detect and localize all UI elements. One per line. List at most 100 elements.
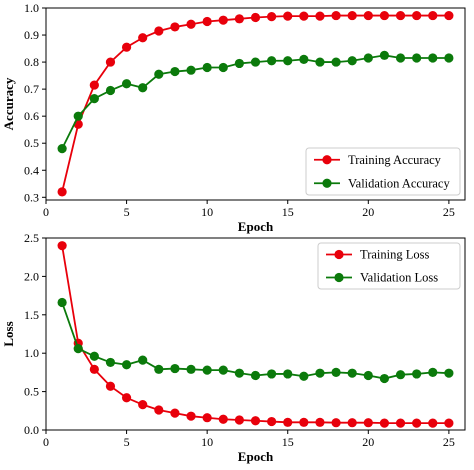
validation-accuracy-point bbox=[89, 93, 99, 104]
loss-y-tick-label: 1.5 bbox=[24, 308, 39, 322]
acc-x-tick-label: 25 bbox=[443, 205, 455, 219]
training-accuracy-point bbox=[121, 42, 132, 52]
training-accuracy-point bbox=[299, 11, 309, 21]
acc-x-axis-label: Epoch bbox=[238, 219, 274, 234]
training-accuracy-point bbox=[331, 10, 341, 21]
acc-x-tick-label: 10 bbox=[201, 205, 213, 219]
training-accuracy-point bbox=[412, 10, 422, 21]
validation-accuracy-point bbox=[283, 56, 293, 66]
loss-y-axis-label: Loss bbox=[1, 321, 16, 346]
validation-accuracy-point bbox=[73, 111, 83, 121]
training-loss-point bbox=[363, 418, 373, 428]
validation-accuracy-point bbox=[379, 50, 390, 60]
validation-accuracy-point bbox=[347, 56, 357, 66]
validation-loss-point bbox=[267, 369, 277, 379]
loss-x-tick-label: 15 bbox=[282, 435, 294, 449]
training-accuracy-point bbox=[57, 187, 67, 197]
validation-loss-point bbox=[234, 368, 244, 378]
loss-legend-box bbox=[317, 242, 461, 290]
validation-accuracy-point bbox=[154, 69, 164, 79]
training-loss-point bbox=[379, 418, 390, 428]
validation-loss-legend-swatch-marker bbox=[334, 272, 344, 283]
validation-loss-point bbox=[363, 370, 373, 381]
validation-accuracy-point bbox=[395, 53, 406, 63]
training-loss-point bbox=[315, 417, 325, 427]
loss-x-tick-label: 5 bbox=[124, 435, 130, 449]
loss-y-tick-label: 1.0 bbox=[24, 346, 39, 360]
acc-x-tick-label: 5 bbox=[124, 205, 130, 219]
training-loss-point bbox=[89, 364, 99, 374]
loss-x-tick-label: 20 bbox=[362, 435, 374, 449]
training-loss-point bbox=[395, 418, 406, 428]
training-accuracy-point bbox=[105, 57, 116, 67]
validation-loss-point bbox=[395, 370, 406, 380]
validation-accuracy-legend-label: Validation Accuracy bbox=[348, 176, 450, 190]
loss-y-tick-label: 0.0 bbox=[24, 423, 39, 437]
training-accuracy-legend-label: Training Accuracy bbox=[348, 153, 442, 167]
training-accuracy-point bbox=[347, 10, 357, 21]
loss-axes-frame bbox=[45, 237, 466, 431]
training-loss-legend-label: Training Loss bbox=[360, 248, 429, 262]
validation-loss-point bbox=[331, 367, 341, 377]
validation-loss-point bbox=[412, 369, 422, 379]
validation-accuracy-point bbox=[186, 65, 196, 75]
validation-loss-point bbox=[315, 368, 325, 378]
validation-loss-point bbox=[428, 367, 438, 377]
validation-loss-point bbox=[121, 360, 132, 370]
loss-x-axis-label: Epoch bbox=[238, 449, 274, 464]
training-loss-point bbox=[347, 418, 357, 428]
validation-accuracy-point bbox=[412, 53, 422, 63]
training-loss-point bbox=[299, 417, 309, 427]
acc-y-tick-label: 0.6 bbox=[24, 109, 39, 123]
acc-axes-frame bbox=[45, 7, 466, 201]
validation-accuracy-point bbox=[363, 53, 373, 63]
training-loss-point bbox=[121, 393, 132, 403]
validation-loss-point bbox=[73, 343, 83, 354]
validation-loss-point bbox=[186, 364, 196, 374]
validation-accuracy-line bbox=[61, 54, 449, 150]
acc-legend: Training Accuracy Validation Accuracy bbox=[305, 147, 461, 196]
training-loss-point bbox=[186, 411, 196, 421]
acc-y-axis-label: Accuracy bbox=[1, 77, 16, 130]
validation-accuracy-point bbox=[267, 56, 277, 66]
acc-y-tick-label: 0.7 bbox=[24, 82, 39, 96]
validation-loss-point bbox=[250, 370, 261, 381]
training-loss-point bbox=[202, 413, 212, 423]
training-loss-point bbox=[283, 417, 293, 427]
training-accuracy-point bbox=[250, 12, 261, 23]
validation-accuracy-point bbox=[105, 85, 116, 96]
loss-x-tick-label: 0 bbox=[43, 435, 49, 449]
validation-loss-point bbox=[138, 355, 148, 365]
validation-loss-point bbox=[299, 371, 309, 381]
training-loss-legend-swatch-marker bbox=[334, 249, 344, 260]
training-loss-point bbox=[138, 400, 148, 410]
validation-loss-legend-label: Validation Loss bbox=[360, 271, 438, 285]
validation-accuracy-point bbox=[218, 62, 228, 73]
validation-accuracy-point bbox=[250, 57, 261, 67]
validation-accuracy-point bbox=[331, 57, 341, 67]
validation-accuracy-point bbox=[170, 66, 180, 77]
validation-accuracy-point bbox=[57, 144, 67, 154]
training-accuracy-point bbox=[267, 12, 277, 22]
training-accuracy-point bbox=[170, 22, 180, 32]
acc-x-tick-label: 15 bbox=[282, 205, 294, 219]
acc-legend-box bbox=[305, 147, 461, 196]
training-loss-point bbox=[154, 405, 164, 415]
validation-loss-point bbox=[347, 368, 357, 378]
acc-y-tick-label: 0.5 bbox=[24, 136, 39, 150]
validation-loss-point bbox=[379, 373, 390, 384]
validation-loss-point bbox=[202, 365, 212, 375]
training-loss-point bbox=[57, 241, 67, 251]
training-accuracy-point bbox=[154, 26, 164, 36]
validation-loss-point bbox=[105, 357, 116, 368]
training-accuracy-point bbox=[428, 10, 438, 21]
validation-loss-point bbox=[89, 351, 99, 361]
training-accuracy-point bbox=[363, 10, 373, 21]
validation-accuracy-point bbox=[202, 62, 212, 73]
validation-loss-point bbox=[170, 363, 180, 374]
acc-y-tick-label: 0.8 bbox=[24, 55, 39, 69]
validation-accuracy-legend-swatch-marker bbox=[322, 178, 332, 188]
validation-loss-point bbox=[154, 364, 164, 374]
loss-x-tick-label: 10 bbox=[201, 435, 213, 449]
